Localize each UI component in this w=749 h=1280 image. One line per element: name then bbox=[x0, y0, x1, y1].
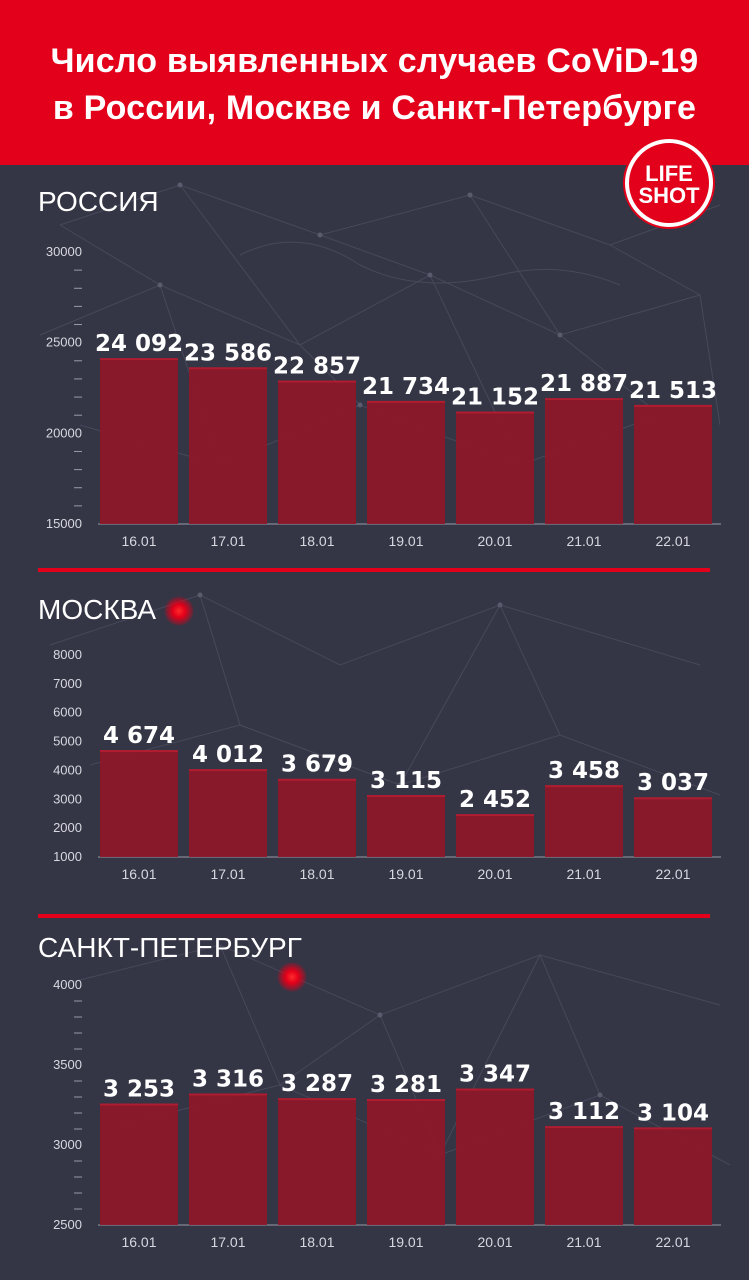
bar bbox=[367, 1100, 445, 1225]
spb-title: САНКТ-ПЕТЕРБУРГ bbox=[38, 932, 302, 963]
bar-value-label: 23 586 bbox=[184, 340, 272, 366]
x-category-label: 17.01 bbox=[210, 1234, 245, 1250]
bar-value-label: 2 452 bbox=[459, 787, 531, 813]
y-tick-label: 6000 bbox=[53, 705, 82, 720]
bar-value-label: 3 281 bbox=[370, 1072, 442, 1098]
x-category-label: 22.01 bbox=[655, 866, 690, 882]
y-tick-label: 2000 bbox=[53, 820, 82, 835]
bar-value-label: 3 287 bbox=[281, 1071, 353, 1097]
bar-value-label: 3 112 bbox=[548, 1099, 620, 1125]
y-tick-label: 25000 bbox=[46, 335, 82, 350]
x-category-label: 22.01 bbox=[655, 1234, 690, 1250]
y-tick-label: 1000 bbox=[53, 849, 82, 864]
bar bbox=[545, 1127, 623, 1225]
bar-value-label: 21 513 bbox=[629, 378, 717, 404]
moscow-bar-chart: 8000 7000 6000 5000 4000 3000 2000 1000 4 674 16.… bbox=[53, 647, 721, 882]
x-category-label: 18.01 bbox=[299, 866, 334, 882]
moscow-title: МОСКВА bbox=[38, 594, 157, 625]
x-category-label: 16.01 bbox=[121, 866, 156, 882]
bar bbox=[545, 399, 623, 524]
title-line-2: в России, Москве и Санкт-Петербурге bbox=[52, 89, 697, 127]
bar-value-label: 22 857 bbox=[273, 354, 361, 380]
x-category-label: 20.01 bbox=[477, 866, 512, 882]
lifeshot-logo: LIFE SHOT bbox=[625, 139, 713, 227]
y-tick-label: 30000 bbox=[46, 244, 82, 259]
y-tick-label: 4000 bbox=[53, 977, 82, 992]
bar bbox=[634, 798, 712, 857]
logo-line-1: LIFE bbox=[645, 161, 693, 186]
bar-value-label: 21 152 bbox=[451, 384, 539, 410]
x-category-label: 21.01 bbox=[566, 533, 601, 549]
x-category-label: 17.01 bbox=[210, 533, 245, 549]
bar-value-label: 21 887 bbox=[540, 371, 628, 397]
bar bbox=[456, 815, 534, 857]
divider-1 bbox=[38, 568, 710, 572]
bar-value-label: 24 092 bbox=[95, 331, 183, 357]
x-category-label: 17.01 bbox=[210, 866, 245, 882]
bar bbox=[189, 1094, 267, 1225]
y-tick-label: 4000 bbox=[53, 762, 82, 777]
bar bbox=[456, 1089, 534, 1225]
bar bbox=[456, 412, 534, 524]
bar-value-label: 3 115 bbox=[370, 768, 442, 794]
title-line-1: Число выявленных случаев CoViD-19 bbox=[50, 42, 699, 80]
bar bbox=[278, 1099, 356, 1225]
x-category-label: 21.01 bbox=[566, 1234, 601, 1250]
y-tick-label: 5000 bbox=[53, 734, 82, 749]
moscow-location-dot bbox=[164, 596, 194, 626]
spb-location-dot bbox=[277, 962, 307, 992]
bar bbox=[278, 381, 356, 524]
bar bbox=[367, 401, 445, 524]
x-category-label: 16.01 bbox=[121, 533, 156, 549]
bar-value-label: 3 316 bbox=[192, 1066, 264, 1092]
bar bbox=[278, 779, 356, 857]
x-category-label: 20.01 bbox=[477, 1234, 512, 1250]
x-category-label: 19.01 bbox=[388, 866, 423, 882]
bar-value-label: 3 679 bbox=[281, 752, 353, 778]
x-category-label: 21.01 bbox=[566, 866, 601, 882]
bar-value-label: 3 458 bbox=[548, 758, 620, 784]
bar bbox=[634, 1128, 712, 1225]
header-banner: Число выявленных случаев CoViD-19 в Росс… bbox=[0, 0, 749, 165]
bar-value-label: 3 253 bbox=[103, 1077, 175, 1103]
bar bbox=[367, 795, 445, 857]
bar bbox=[634, 405, 712, 524]
x-category-label: 22.01 bbox=[655, 533, 690, 549]
bar-value-label: 4 674 bbox=[103, 723, 175, 749]
y-tick-label: 20000 bbox=[46, 425, 82, 440]
russia-bar-chart: 30000 25000 20000 15000 24 092 16.01 23 586 17.… bbox=[46, 244, 721, 549]
bar-value-label: 4 012 bbox=[192, 742, 264, 768]
bar bbox=[189, 368, 267, 524]
x-category-label: 19.01 bbox=[388, 533, 423, 549]
x-category-label: 16.01 bbox=[121, 1234, 156, 1250]
divider-2 bbox=[38, 914, 710, 918]
y-tick-label: 7000 bbox=[53, 676, 82, 691]
bar bbox=[545, 786, 623, 857]
bar bbox=[100, 1104, 178, 1225]
x-category-label: 18.01 bbox=[299, 533, 334, 549]
y-tick-label: 3000 bbox=[53, 1137, 82, 1152]
x-category-label: 18.01 bbox=[299, 1234, 334, 1250]
russia-title: РОССИЯ bbox=[38, 186, 159, 217]
y-tick-label: 2500 bbox=[53, 1217, 82, 1232]
y-tick-label: 15000 bbox=[46, 516, 82, 531]
y-tick-label: 8000 bbox=[53, 647, 82, 662]
bar-value-label: 3 104 bbox=[637, 1100, 709, 1126]
x-category-label: 20.01 bbox=[477, 533, 512, 549]
bar-value-label: 3 347 bbox=[459, 1061, 531, 1087]
bar bbox=[100, 359, 178, 524]
logo-line-2: SHOT bbox=[638, 183, 700, 208]
y-tick-label: 3500 bbox=[53, 1057, 82, 1072]
bar-value-label: 21 734 bbox=[362, 374, 450, 400]
bar-value-label: 3 037 bbox=[637, 770, 709, 796]
x-category-label: 19.01 bbox=[388, 1234, 423, 1250]
y-tick-label: 3000 bbox=[53, 791, 82, 806]
bar bbox=[189, 770, 267, 857]
bar bbox=[100, 750, 178, 857]
